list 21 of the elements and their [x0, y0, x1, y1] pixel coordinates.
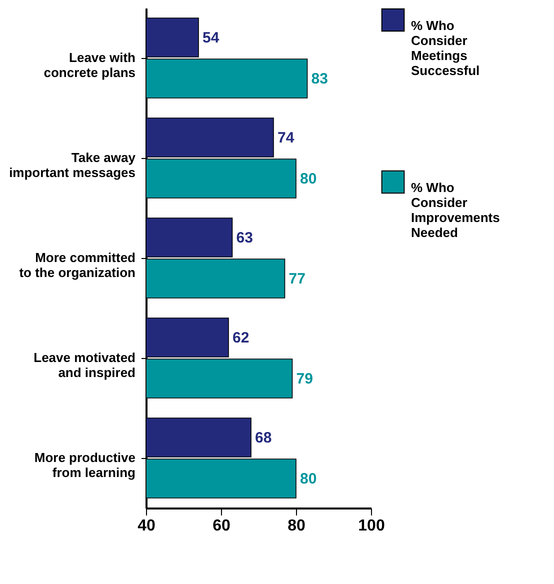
x-tick-label: 80	[288, 518, 306, 534]
data-label: 54	[202, 29, 220, 46]
x-tick-label: 40	[138, 518, 156, 534]
y-tick-label: More productive from learning	[34, 450, 136, 480]
x-tick-label: 60	[212, 518, 230, 534]
data-label: 77	[288, 270, 306, 288]
x-tick-label: 100	[358, 518, 385, 534]
y-tick-label: Take away important messages	[9, 150, 136, 180]
y-tick-label: More committed to the organization	[19, 250, 136, 280]
legend-label: % Who Consider Meetings Successful	[411, 18, 480, 78]
data-label: 62	[232, 329, 250, 346]
y-tick-label: Leave with concrete plans	[44, 50, 136, 80]
data-label: 74	[278, 129, 295, 146]
data-label: 83	[311, 70, 328, 88]
legend-label: % Who Consider Improvements Needed	[411, 180, 500, 240]
data-label: 63	[236, 229, 253, 246]
y-tick-label: Leave motivated and inspired	[34, 350, 136, 380]
data-label: 80	[300, 470, 317, 488]
data-label: 68	[255, 429, 272, 446]
data-label: 79	[296, 370, 313, 388]
data-label: 80	[300, 170, 317, 188]
